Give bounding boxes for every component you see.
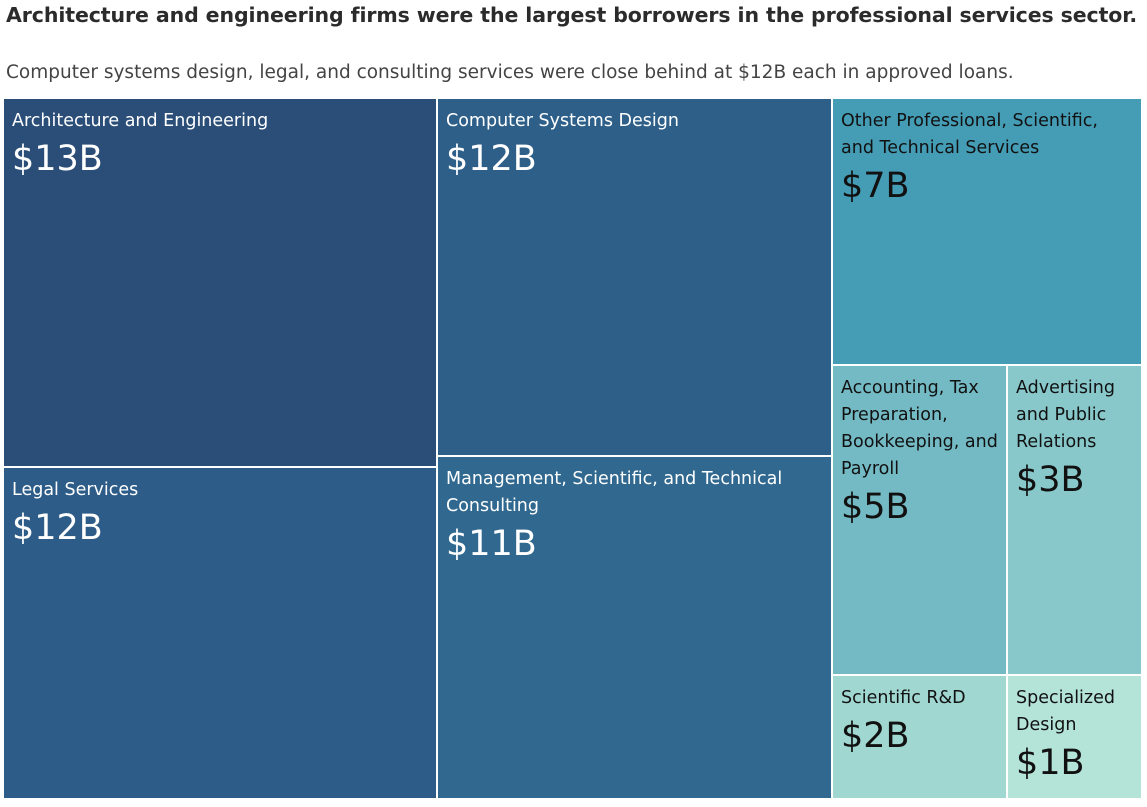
tile-label: Legal Services bbox=[12, 480, 139, 500]
tile-value: $5B bbox=[841, 487, 910, 527]
treemap-tile-specialized-design: Specialized Design $1B bbox=[1007, 675, 1142, 799]
tile-value: $7B bbox=[841, 166, 910, 206]
treemap-tile-accounting-tax-preparation-bookkeeping-and-payroll: Accounting, Tax Preparation, Bookkeeping… bbox=[832, 365, 1007, 675]
treemap-tile-legal-services: Legal Services $12B bbox=[3, 467, 437, 799]
treemap-tile-management-scientific-and-technical-consulting: Management, Scientific, and Technical Co… bbox=[437, 456, 832, 799]
tile-label: Scientific R&D bbox=[841, 688, 966, 708]
tile-label: Accounting, Tax Preparation, Bookkeeping… bbox=[841, 378, 998, 479]
tile-value: $12B bbox=[446, 139, 537, 179]
tile-label: Management, Scientific, and Technical Co… bbox=[446, 469, 783, 516]
treemap-tile-other-professional-scientific-and-technical-services: Other Professional, Scientific, and Tech… bbox=[832, 98, 1142, 365]
tile-label: Computer Systems Design bbox=[446, 111, 679, 131]
tile-value: $11B bbox=[446, 524, 537, 564]
treemap-tile-computer-systems-design: Computer Systems Design $12B bbox=[437, 98, 832, 456]
tile-value: $2B bbox=[841, 716, 910, 756]
treemap-tile-scientific-randd: Scientific R&D $2B bbox=[832, 675, 1007, 799]
tile-value: $3B bbox=[1016, 460, 1085, 500]
chart-title: Architecture and engineering firms were … bbox=[6, 3, 1138, 27]
tile-label: Architecture and Engineering bbox=[12, 111, 269, 131]
tile-label: Advertising and Public Relations bbox=[1016, 378, 1115, 452]
treemap: Architecture and Engineering $13B Legal Se… bbox=[3, 98, 1142, 799]
tile-label: Other Professional, Scientific, and Tech… bbox=[841, 111, 1098, 158]
tile-value: $13B bbox=[12, 139, 103, 179]
chart-subtitle: Computer systems design, legal, and cons… bbox=[6, 62, 1014, 83]
tile-value: $1B bbox=[1016, 743, 1085, 783]
treemap-tile-architecture-and-engineering: Architecture and Engineering $13B bbox=[3, 98, 437, 467]
tile-value: $12B bbox=[12, 508, 103, 548]
treemap-tile-advertising-and-public-relations: Advertising and Public Relations $3B bbox=[1007, 365, 1142, 675]
tile-label: Specialized Design bbox=[1016, 688, 1115, 735]
